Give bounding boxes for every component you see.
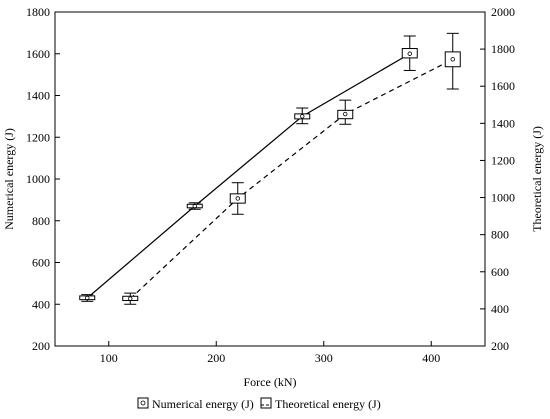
mean-marker-numerical — [192, 203, 197, 209]
x-axis: 100 200 300 400 — [100, 341, 440, 365]
legend-swatch-theoretical — [260, 397, 272, 409]
legend-label-theoretical: Theoretical energy (J) — [275, 397, 381, 411]
right-axis: 200 400 600 800 1000 1200 1400 1600 1800 2000 — [480, 5, 515, 353]
legend-item-theoretical: Theoretical energy (J) — [260, 397, 381, 411]
right-tick-label: 1400 — [491, 116, 515, 130]
series-line-numerical — [86, 53, 411, 299]
left-tick-label: 1000 — [26, 172, 50, 186]
data-point-numerical — [186, 202, 203, 210]
left-tick-label: 800 — [32, 214, 50, 228]
data-point-theoretical — [229, 182, 246, 215]
right-tick-label: 400 — [491, 302, 509, 316]
right-tick-label: 200 — [491, 339, 509, 353]
left-tick-label: 1200 — [26, 130, 50, 144]
x-axis-title: Force (kN) — [244, 375, 297, 389]
left-axis-title: Numerical energy (J) — [2, 128, 16, 230]
data-point-numerical — [79, 294, 96, 302]
right-tick-label: 1000 — [491, 191, 515, 205]
box-theoretical — [229, 193, 246, 204]
right-axis-title: Theoretical energy (J) — [530, 126, 544, 232]
left-axis: 200 400 600 800 1000 1200 1400 1600 1800 — [26, 5, 60, 353]
right-tick-label: 800 — [491, 228, 509, 242]
left-tick-label: 1400 — [26, 89, 50, 103]
legend-marker-numerical — [140, 400, 146, 406]
left-tick-label: 1800 — [26, 5, 50, 19]
right-tick-label: 2000 — [491, 5, 515, 19]
x-tick-label: 400 — [422, 351, 440, 365]
legend-item-numerical: Numerical energy (J) — [137, 397, 254, 411]
right-tick-label: 1600 — [491, 79, 515, 93]
mean-marker-theoretical — [235, 196, 240, 201]
box-numerical — [294, 113, 311, 120]
x-tick-label: 200 — [207, 351, 225, 365]
series-layer — [79, 32, 461, 305]
box-theoretical — [337, 109, 354, 120]
plot-frame — [54, 11, 486, 347]
mean-marker-theoretical — [450, 57, 455, 62]
mean-marker-numerical — [85, 295, 90, 301]
legend-swatch-numerical — [137, 397, 149, 409]
left-tick-label: 400 — [32, 297, 50, 311]
data-point-theoretical — [122, 292, 139, 305]
legend: Numerical energy (J) Theoretical energy … — [137, 397, 381, 411]
x-tick-label: 100 — [100, 351, 118, 365]
x-tick-label: 300 — [315, 351, 333, 365]
mean-marker-numerical — [407, 51, 412, 56]
box-theoretical — [444, 51, 461, 68]
right-tick-label: 600 — [491, 265, 509, 279]
mean-marker-theoretical — [343, 111, 348, 117]
data-point-numerical — [294, 107, 311, 125]
mean-marker-numerical — [300, 114, 305, 119]
series-line-theoretical — [129, 58, 454, 300]
data-point-theoretical — [444, 32, 461, 90]
left-tick-label: 1600 — [26, 47, 50, 61]
data-point-numerical — [401, 35, 418, 71]
left-tick-label: 200 — [32, 339, 50, 353]
right-tick-label: 1200 — [491, 153, 515, 167]
box-numerical — [401, 48, 418, 59]
legend-label-numerical: Numerical energy (J) — [152, 397, 254, 411]
mean-marker-theoretical — [128, 296, 133, 301]
left-tick-label: 600 — [32, 256, 50, 270]
data-point-theoretical — [337, 99, 354, 125]
right-tick-label: 1800 — [491, 42, 515, 56]
box-numerical — [186, 203, 203, 209]
